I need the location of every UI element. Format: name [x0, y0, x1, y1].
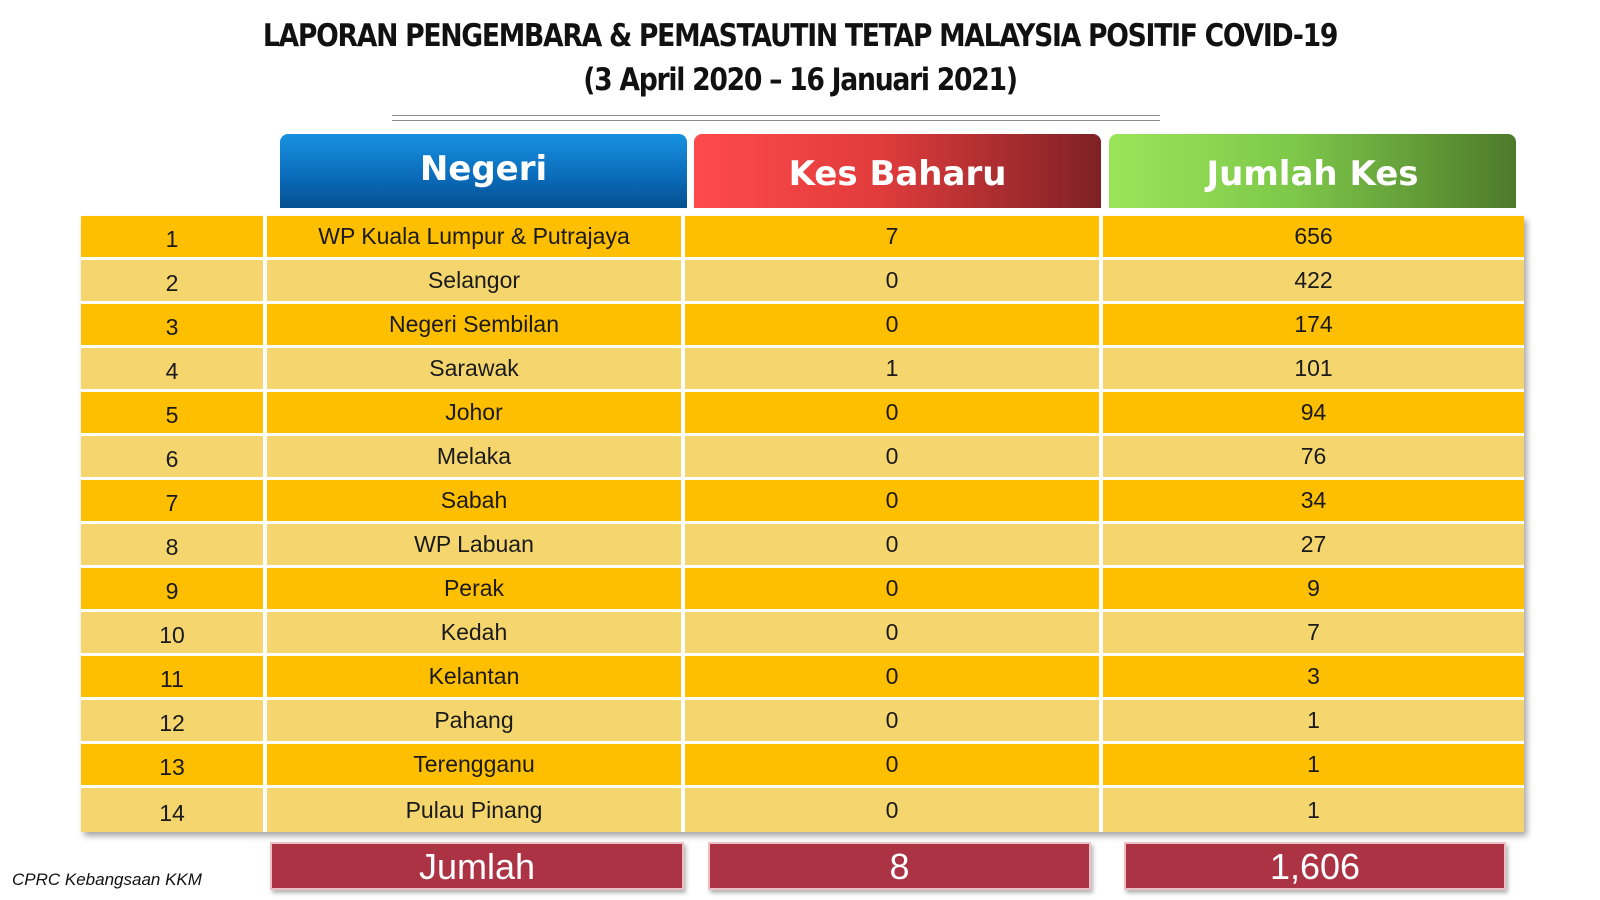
total-cases: 94 — [1300, 399, 1327, 425]
row-number: 8 — [81, 524, 267, 565]
new-cases: 0 — [685, 304, 1103, 345]
row-number: 11 — [81, 656, 267, 697]
total-cases: 1 — [1307, 796, 1320, 823]
table-row: 3 Negeri Sembilan 0 174 — [81, 304, 1524, 348]
total-cases: 422 — [1294, 267, 1333, 293]
source-footer: CPRC Kebangsaan KKM — [12, 870, 202, 889]
table-row: 4 Sarawak 1 101 — [81, 348, 1524, 392]
total-cases: 101 — [1294, 355, 1333, 381]
new-cases: 0 — [685, 524, 1103, 565]
total-cases: 656 — [1294, 223, 1333, 249]
header-negeri-label: Negeri — [419, 149, 548, 189]
row-number: 6 — [81, 436, 267, 477]
row-number: 13 — [81, 744, 267, 785]
table-row: 5 Johor 0 94 — [81, 392, 1524, 436]
state-name: Johor — [267, 392, 685, 433]
table-row: 12 Pahang 0 1 — [81, 700, 1524, 744]
state-name: Pulau Pinang — [267, 788, 685, 832]
new-cases: 0 — [685, 788, 1103, 832]
new-cases: 0 — [685, 392, 1103, 433]
new-cases: 0 — [685, 700, 1103, 741]
table-row: 9 Perak 0 9 — [81, 568, 1524, 612]
state-name: Selangor — [267, 260, 685, 301]
state-name: Kedah — [267, 612, 685, 653]
row-number: 2 — [81, 260, 267, 301]
table-row: 10 Kedah 0 7 — [81, 612, 1524, 656]
row-number: 4 — [81, 348, 267, 389]
total-cases: 174 — [1294, 311, 1333, 337]
totals-label: Jumlah — [270, 842, 684, 890]
header-kes-baharu-label: Kes Baharu — [788, 154, 1007, 194]
new-cases: 7 — [685, 216, 1103, 257]
row-number: 5 — [81, 392, 267, 433]
table-row: 11 Kelantan 0 3 — [81, 656, 1524, 700]
state-name: Sarawak — [267, 348, 685, 389]
state-name: Sabah — [267, 480, 685, 521]
new-cases: 0 — [685, 436, 1103, 477]
row-number: 3 — [81, 304, 267, 345]
row-number: 14 — [81, 788, 267, 832]
totals-kes-baharu: 8 — [708, 842, 1091, 890]
row-number: 9 — [81, 568, 267, 609]
table-row: 2 Selangor 0 422 — [81, 260, 1524, 304]
total-cases: 1 — [1307, 751, 1320, 777]
state-name: Pahang — [267, 700, 685, 741]
row-number: 12 — [81, 700, 267, 741]
table-row: 14 Pulau Pinang 0 1 — [81, 788, 1524, 832]
report-title: LAPORAN PENGEMBARA & PEMASTAUTIN TETAP M… — [0, 18, 1600, 98]
row-number: 10 — [81, 612, 267, 653]
title-line-2: (3 April 2020 – 16 Januari 2021) — [583, 62, 1018, 98]
state-name: WP Kuala Lumpur & Putrajaya — [267, 216, 685, 257]
table-row: 6 Melaka 0 76 — [81, 436, 1524, 480]
state-name: Terengganu — [267, 744, 685, 785]
table-row: 7 Sabah 0 34 — [81, 480, 1524, 524]
cases-table: 1 WP Kuala Lumpur & Putrajaya 7 656 2 Selango… — [81, 216, 1524, 832]
new-cases: 0 — [685, 744, 1103, 785]
table-row: 8 WP Labuan 0 27 — [81, 524, 1524, 568]
new-cases: 0 — [685, 480, 1103, 521]
total-cases: 9 — [1307, 575, 1320, 601]
total-cases: 7 — [1307, 619, 1320, 645]
total-cases: 27 — [1300, 531, 1327, 557]
state-name: Negeri Sembilan — [267, 304, 685, 345]
new-cases: 0 — [685, 656, 1103, 697]
new-cases: 0 — [685, 568, 1103, 609]
new-cases: 1 — [685, 348, 1103, 389]
header-negeri: Negeri — [280, 134, 687, 208]
header-jumlah-kes: Jumlah Kes — [1109, 134, 1516, 208]
table-row: 1 WP Kuala Lumpur & Putrajaya 7 656 — [81, 216, 1524, 260]
state-name: Kelantan — [267, 656, 685, 697]
state-name: WP Labuan — [267, 524, 685, 565]
total-cases: 76 — [1300, 443, 1327, 469]
row-number: 1 — [81, 216, 267, 257]
totals-jumlah-kes: 1,606 — [1124, 842, 1506, 890]
state-name: Melaka — [267, 436, 685, 477]
title-divider — [392, 115, 1160, 121]
new-cases: 0 — [685, 260, 1103, 301]
total-cases: 1 — [1307, 707, 1320, 733]
title-line-1: LAPORAN PENGEMBARA & PEMASTAUTIN TETAP M… — [262, 18, 1339, 54]
row-number: 7 — [81, 480, 267, 521]
total-cases: 34 — [1300, 487, 1327, 513]
header-jumlah-kes-label: Jumlah Kes — [1206, 154, 1419, 194]
new-cases: 0 — [685, 612, 1103, 653]
header-kes-baharu: Kes Baharu — [694, 134, 1101, 208]
total-cases: 3 — [1307, 663, 1320, 689]
state-name: Perak — [267, 568, 685, 609]
table-row: 13 Terengganu 0 1 — [81, 744, 1524, 788]
